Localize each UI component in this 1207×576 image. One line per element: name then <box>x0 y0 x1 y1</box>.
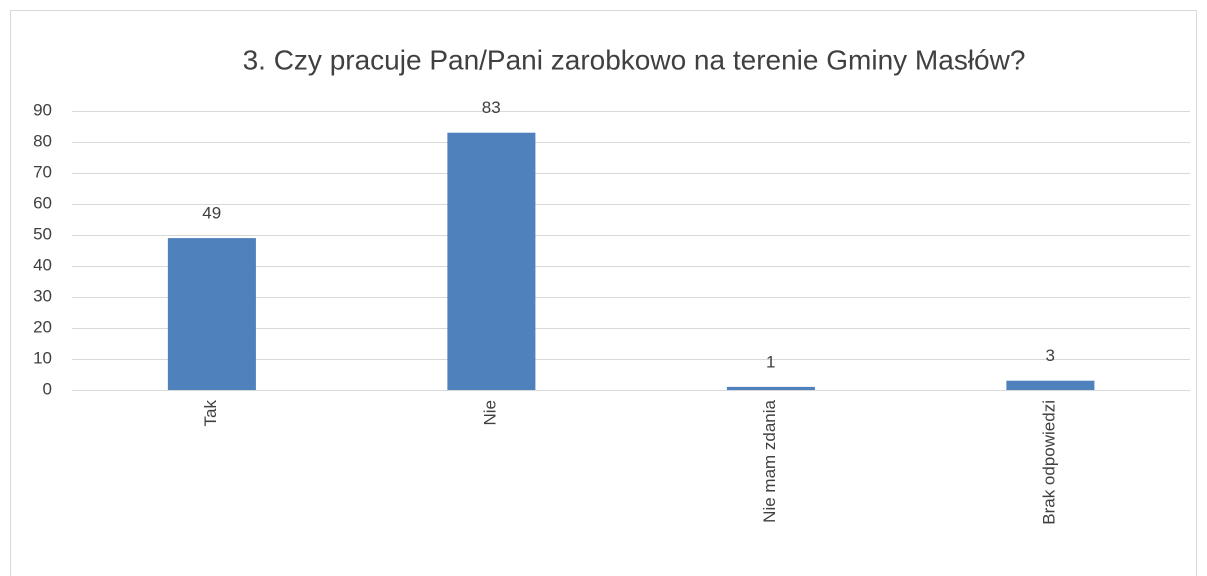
y-tick-label: 50 <box>33 224 52 243</box>
x-tick-label: Nie <box>481 400 500 426</box>
x-tick-label: Tak <box>201 400 220 427</box>
bar <box>726 386 815 390</box>
data-label: 83 <box>482 98 501 117</box>
data-label: 49 <box>202 204 221 223</box>
y-tick-label: 30 <box>33 286 52 305</box>
y-tick-label: 60 <box>33 193 52 212</box>
data-label: 3 <box>1046 346 1055 365</box>
bar <box>447 132 536 390</box>
y-tick-label: 20 <box>33 317 52 336</box>
y-tick-label: 90 <box>33 100 52 119</box>
y-tick-label: 70 <box>33 162 52 181</box>
bar <box>1006 380 1095 390</box>
data-label: 1 <box>766 352 775 371</box>
x-tick-label: Brak odpowiedzi <box>1040 400 1059 525</box>
y-tick-label: 40 <box>33 255 52 274</box>
y-tick-label: 80 <box>33 131 52 150</box>
y-tick-label: 10 <box>33 348 52 367</box>
bar <box>167 238 256 390</box>
chart-title: 3. Czy pracuje Pan/Pani zarobkowo na ter… <box>243 44 1026 75</box>
y-tick-label: 0 <box>43 379 52 398</box>
x-tick-label: Nie mam zdania <box>760 399 779 522</box>
